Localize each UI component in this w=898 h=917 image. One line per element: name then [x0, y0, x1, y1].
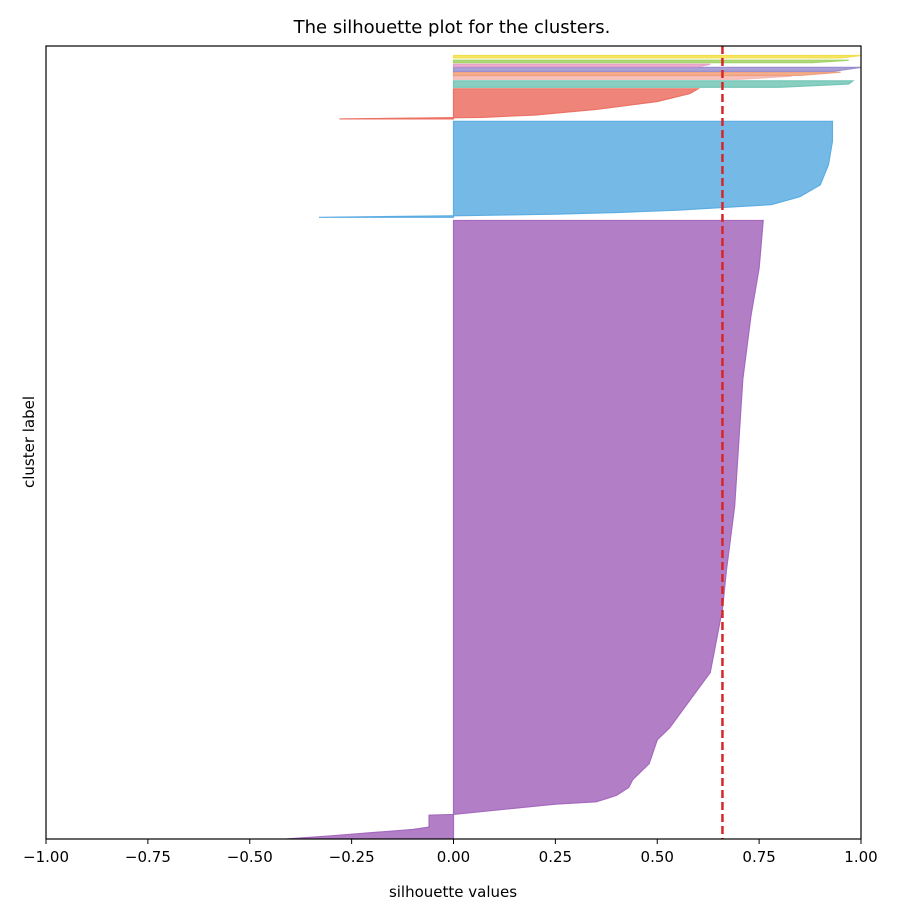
- cluster-layer: [286, 54, 861, 839]
- x-tick-label: −1.00: [23, 848, 69, 866]
- x-axis-label: silhouette values: [389, 883, 517, 901]
- chart-title: The silhouette plot for the clusters.: [293, 17, 611, 38]
- plot-area: [45, 45, 862, 840]
- x-tick-label: 0.75: [742, 848, 775, 866]
- cluster-silhouette-8: [452, 59, 849, 64]
- cluster-silhouette-2: [339, 88, 701, 120]
- cluster-silhouette-4: [452, 75, 792, 80]
- x-tick-label: 0.50: [641, 848, 674, 866]
- x-axis-ticks: −1.00 −0.75 −0.50 −0.25 0.00 0.25 0.50 0.75 1.00: [23, 839, 878, 866]
- x-tick-label: −0.25: [329, 848, 375, 866]
- cluster-silhouette-3: [452, 80, 855, 88]
- x-tick-label: 0.25: [539, 848, 572, 866]
- y-axis-label: cluster label: [20, 396, 38, 488]
- x-tick-label: −0.50: [227, 848, 273, 866]
- cluster-silhouette-9: [452, 54, 861, 59]
- cluster-silhouette-5: [452, 71, 841, 76]
- cluster-silhouette-0: [286, 219, 764, 839]
- x-tick-label: 1.00: [844, 848, 877, 866]
- cluster-silhouette-6: [452, 66, 861, 72]
- x-tick-label: −0.75: [125, 848, 171, 866]
- cluster-silhouette-7: [452, 63, 711, 68]
- x-tick-label: 0.00: [437, 848, 470, 866]
- cluster-silhouette-1: [319, 120, 834, 218]
